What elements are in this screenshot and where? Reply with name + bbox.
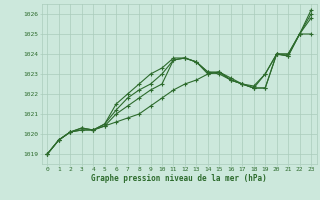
X-axis label: Graphe pression niveau de la mer (hPa): Graphe pression niveau de la mer (hPa)	[91, 174, 267, 183]
